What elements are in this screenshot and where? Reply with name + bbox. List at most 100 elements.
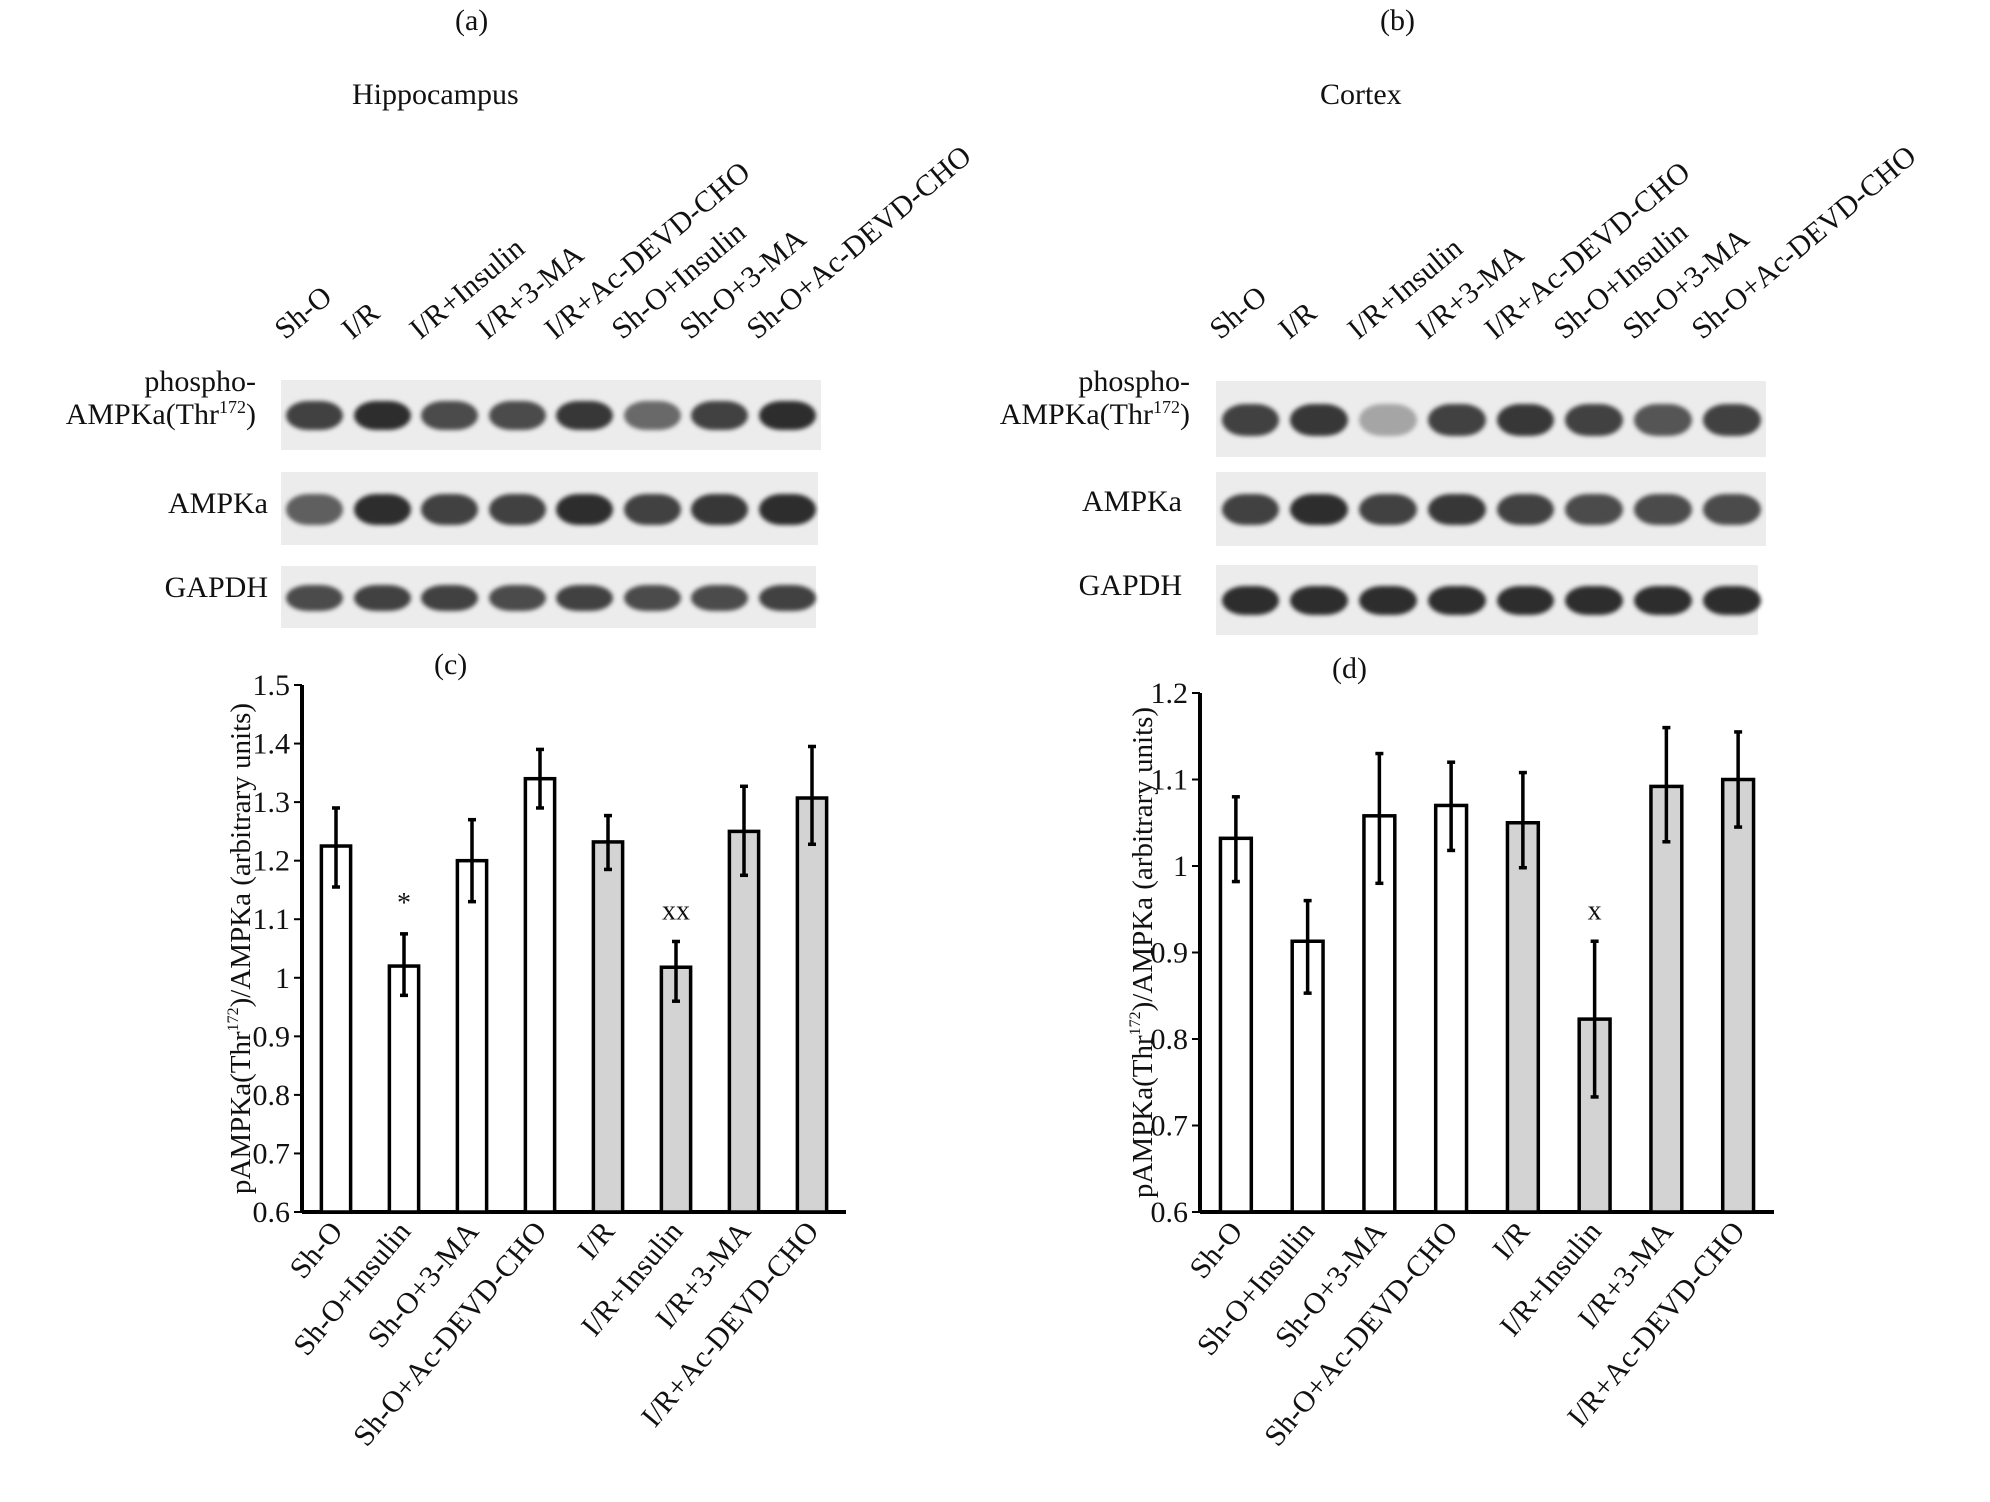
row-label-phospho-close: ) — [246, 397, 256, 431]
row-label-gapdh: GAPDH — [164, 571, 268, 604]
blot-band — [691, 493, 749, 525]
blot-band — [1427, 586, 1486, 616]
blot-band — [488, 493, 546, 525]
y-tick-label: 0.6 — [253, 1196, 291, 1229]
panel-a-title: Hippocampus — [352, 78, 519, 111]
blot-band — [1290, 403, 1348, 436]
y-axis-label: pAMPKa(Thr172)/AMPKa (arbitrary units) — [1127, 707, 1159, 1198]
y-tick-label: 1.1 — [253, 903, 291, 936]
row-label-phospho-ampk: phospho- AMPKa(Thr172) — [0, 366, 256, 430]
blot-band — [488, 584, 546, 611]
blot-band — [691, 401, 749, 431]
panel-a-letter: (a) — [455, 4, 489, 37]
blot-band — [1702, 494, 1761, 526]
row-label-gapdh: GAPDH — [1078, 569, 1182, 602]
bar — [1505, 821, 1541, 1214]
row-label-phospho-line2: AMPKa(Thr — [999, 397, 1153, 431]
blot-band — [1496, 494, 1555, 526]
y-tick-label: 0.8 — [1151, 1023, 1189, 1056]
bar — [523, 776, 557, 1214]
blot-band — [353, 401, 411, 431]
y-tick-label: 1.2 — [1151, 677, 1189, 710]
row-label-phospho-close: ) — [1180, 397, 1190, 431]
blot-band — [1427, 494, 1486, 526]
blot-strip-gapdh — [281, 566, 816, 628]
y-tick-label: 1.2 — [253, 845, 291, 878]
row-label-phospho-sup: 172 — [219, 396, 246, 417]
row-label-phospho-line2: AMPKa(Thr — [65, 397, 219, 431]
blot-band — [1427, 403, 1486, 436]
blot-strip-gapdh — [1216, 565, 1761, 635]
bar — [387, 964, 421, 1214]
blot-band — [758, 584, 816, 611]
y-tick-label: 0.9 — [253, 1020, 291, 1053]
blot-band — [1221, 403, 1280, 436]
bar — [1218, 836, 1254, 1214]
panel-b-title: Cortex — [1320, 78, 1402, 111]
blot-band — [1565, 586, 1623, 616]
blot-band — [1565, 403, 1623, 436]
blot-band — [421, 401, 479, 431]
blot-band — [1221, 586, 1280, 616]
blot-band — [1634, 586, 1692, 616]
blot-band — [623, 401, 681, 431]
blot-strip-phospho — [1216, 381, 1766, 457]
blot-band — [556, 493, 614, 525]
y-tick-label: 1 — [275, 962, 290, 995]
blot-band — [1221, 494, 1280, 526]
bar — [727, 829, 761, 1214]
row-label-phospho-sup: 172 — [1153, 396, 1180, 417]
x-tick-label: Sh-O — [1183, 1215, 1249, 1285]
blot-band — [623, 584, 681, 611]
blot-band — [1496, 403, 1555, 436]
y-axis-label: pAMPKa(Thr172)/AMPKa (arbitrary units) — [225, 703, 257, 1194]
significance-marker: * — [397, 888, 411, 919]
y-tick-label: 0.7 — [253, 1137, 291, 1170]
row-label-phospho-line1: phospho- — [144, 365, 256, 398]
row-label-phospho-line1: phospho- — [1078, 365, 1190, 398]
y-tick-label: 1.3 — [253, 786, 291, 819]
bar — [659, 965, 693, 1214]
blot-band — [1290, 586, 1348, 616]
y-tick-label: 1.4 — [253, 728, 291, 761]
blot-band — [556, 401, 614, 431]
panel-d-letter: (d) — [1332, 652, 1367, 685]
blot-band — [286, 493, 344, 525]
bar — [1649, 784, 1684, 1214]
x-tick-label: I/R — [1486, 1215, 1536, 1266]
blot-band — [1702, 403, 1761, 436]
blot-strip-ampk — [281, 472, 818, 545]
blot-band — [353, 493, 411, 525]
blot-band — [1359, 494, 1417, 526]
y-tick-label: 1.1 — [1151, 764, 1189, 797]
bar — [1720, 777, 1756, 1214]
blot-band — [1634, 494, 1692, 526]
row-label-phospho-ampk: phospho- AMPKa(Thr172) — [900, 366, 1190, 430]
row-label-ampk: AMPKa — [1081, 485, 1182, 518]
y-tick-label: 0.7 — [1151, 1110, 1189, 1143]
blot-band — [758, 493, 816, 525]
y-tick-label: 1.5 — [253, 669, 291, 702]
blot-band — [1565, 494, 1623, 526]
blot-band — [1702, 586, 1761, 616]
blot-band — [758, 401, 816, 431]
blot-band — [286, 401, 344, 431]
blot-band — [421, 584, 479, 611]
bar — [319, 844, 353, 1214]
y-tick-label: 0.8 — [253, 1079, 291, 1112]
blot-band — [421, 493, 479, 525]
y-tick-label: 1 — [1173, 850, 1188, 883]
blot-band — [1290, 494, 1348, 526]
blot-strip-ampk — [1216, 472, 1766, 546]
blot-band — [488, 401, 546, 431]
blot-band — [691, 584, 749, 611]
blot-band — [1359, 403, 1417, 436]
blot-band — [1359, 586, 1417, 616]
row-label-ampk: AMPKa — [167, 487, 268, 520]
significance-marker: x — [1588, 895, 1602, 926]
significance-marker: xx — [662, 895, 690, 926]
y-tick-label: 0.6 — [1151, 1196, 1189, 1229]
panel-b-letter: (b) — [1380, 4, 1415, 37]
blot-band — [286, 584, 344, 611]
